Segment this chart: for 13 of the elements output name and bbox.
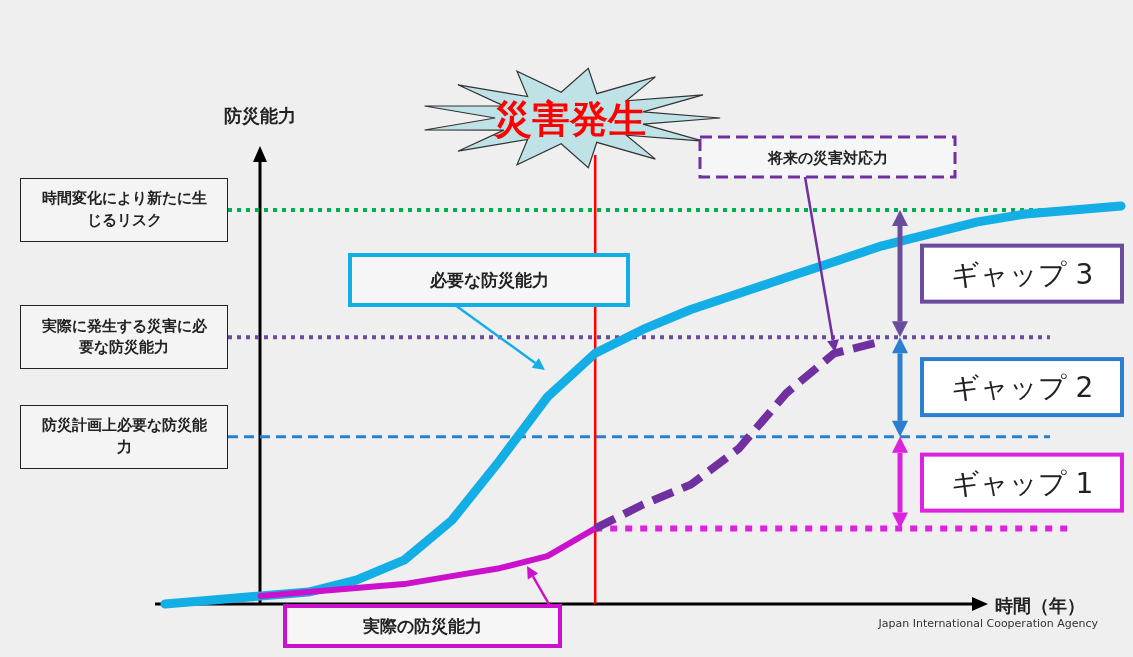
text: 将来の災害対応力 bbox=[766, 149, 888, 167]
ref-line-label: 実際に発生する災害に必要な防災能力 bbox=[40, 315, 208, 359]
ref-line-label: 時間変化により新たに生じるリスク bbox=[40, 188, 208, 231]
annotation: ギャップ 3 bbox=[950, 257, 1094, 291]
text: 必要な防災能力 bbox=[428, 270, 549, 290]
series-label: 実際の防災能力 bbox=[362, 616, 482, 636]
text: Japan International Cooperation Agency bbox=[877, 617, 1099, 630]
annotation: ギャップ 1 bbox=[950, 466, 1094, 500]
y-axis-title: 防災能力 bbox=[224, 105, 296, 126]
x-axis-title: 時間（年） bbox=[995, 595, 1085, 616]
ref-line-label: 防災計画上必要な防災能力 bbox=[40, 415, 208, 458]
annotation: ギャップ 2 bbox=[950, 371, 1094, 405]
chart-title: 災害発生 bbox=[492, 97, 647, 141]
